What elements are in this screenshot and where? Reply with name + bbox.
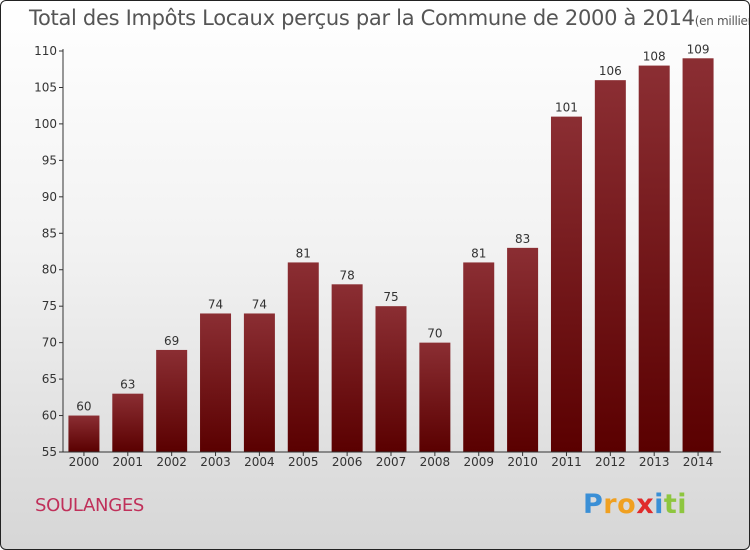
y-tick-65: 65 (42, 372, 57, 386)
bar-2006 (331, 284, 363, 452)
commune-name: SOULANGES (35, 495, 145, 516)
x-tick-2012: 2012 (595, 455, 626, 469)
title-unit: (en milliers d'€) (694, 14, 749, 28)
value-label-2012: 106 (599, 64, 622, 78)
logo-letter: r (603, 489, 618, 520)
x-tick-2008: 2008 (420, 455, 451, 469)
x-tick-2011: 2011 (551, 455, 582, 469)
bar-2005 (287, 262, 319, 452)
x-tick-2010: 2010 (507, 455, 538, 469)
value-label-2004: 74 (252, 297, 267, 311)
value-label-2013: 108 (643, 50, 666, 64)
bar-2007 (375, 306, 407, 452)
bar-2012 (594, 80, 626, 452)
value-label-2008: 70 (427, 327, 442, 341)
bar-2011 (550, 116, 582, 453)
value-label-2014: 109 (687, 42, 710, 56)
bar-2003 (200, 313, 232, 452)
axes-group: 2000 2001 2002 2003 2004 2005 2006 2007 2008 2009… (34, 44, 721, 469)
bar-2009 (463, 262, 495, 452)
y-tick-85: 85 (42, 226, 57, 240)
y-tick-80: 80 (42, 263, 57, 277)
bar-2002 (156, 349, 188, 452)
y-tick-90: 90 (42, 190, 57, 204)
logo-letter: i (677, 489, 688, 520)
value-label-2003: 74 (208, 297, 223, 311)
logo-letter: i (654, 489, 664, 520)
chart-title: Total des Impôts Locaux perçus par la Co… (29, 6, 749, 30)
y-tick-110: 110 (34, 44, 57, 58)
bar-2013 (638, 65, 670, 452)
bar-2010 (507, 247, 539, 452)
y-tick-55: 55 (42, 445, 57, 459)
x-tick-2005: 2005 (288, 455, 319, 469)
y-tick-75: 75 (42, 299, 57, 313)
value-label-2010: 83 (515, 232, 530, 246)
bar-2014 (682, 58, 714, 453)
x-tick-2013: 2013 (639, 455, 670, 469)
value-label-2005: 81 (296, 246, 311, 260)
x-tick-2004: 2004 (244, 455, 275, 469)
bar-2001 (112, 393, 144, 452)
value-label-2007: 75 (383, 290, 398, 304)
x-tick-2014: 2014 (683, 455, 714, 469)
bars-group: 60 63 69 74 74 81 78 75 70 81 83 101 106 108 109 (68, 42, 714, 453)
value-label-2009: 81 (471, 246, 486, 260)
value-label-2000: 60 (76, 400, 91, 414)
value-label-2011: 101 (555, 101, 578, 115)
title-main: Total des Impôts Locaux perçus par la Co… (29, 6, 695, 30)
y-tick-70: 70 (42, 336, 57, 350)
x-tick-2001: 2001 (113, 455, 144, 469)
y-tick-95: 95 (42, 153, 57, 167)
y-tick-60: 60 (42, 409, 57, 423)
y-tick-105: 105 (34, 80, 57, 94)
x-tick-2006: 2006 (332, 455, 363, 469)
x-tick-2003: 2003 (200, 455, 231, 469)
logo-letter: x (636, 489, 655, 520)
bar-2004 (243, 313, 275, 452)
value-label-2001: 63 (120, 378, 135, 392)
bar-2000 (68, 415, 100, 452)
logo-letter: o (617, 489, 637, 520)
value-label-2002: 69 (164, 334, 179, 348)
logo-letter: P (583, 489, 604, 520)
bar-2008 (419, 342, 451, 452)
x-tick-2000: 2000 (69, 455, 100, 469)
value-label-2006: 78 (339, 268, 354, 282)
x-tick-2009: 2009 (463, 455, 494, 469)
x-tick-2007: 2007 (376, 455, 407, 469)
y-tick-100: 100 (34, 117, 57, 131)
logo-letter: t (663, 489, 678, 520)
proxiti-logo[interactable]: Proxiti (583, 489, 687, 520)
x-tick-2002: 2002 (156, 455, 187, 469)
